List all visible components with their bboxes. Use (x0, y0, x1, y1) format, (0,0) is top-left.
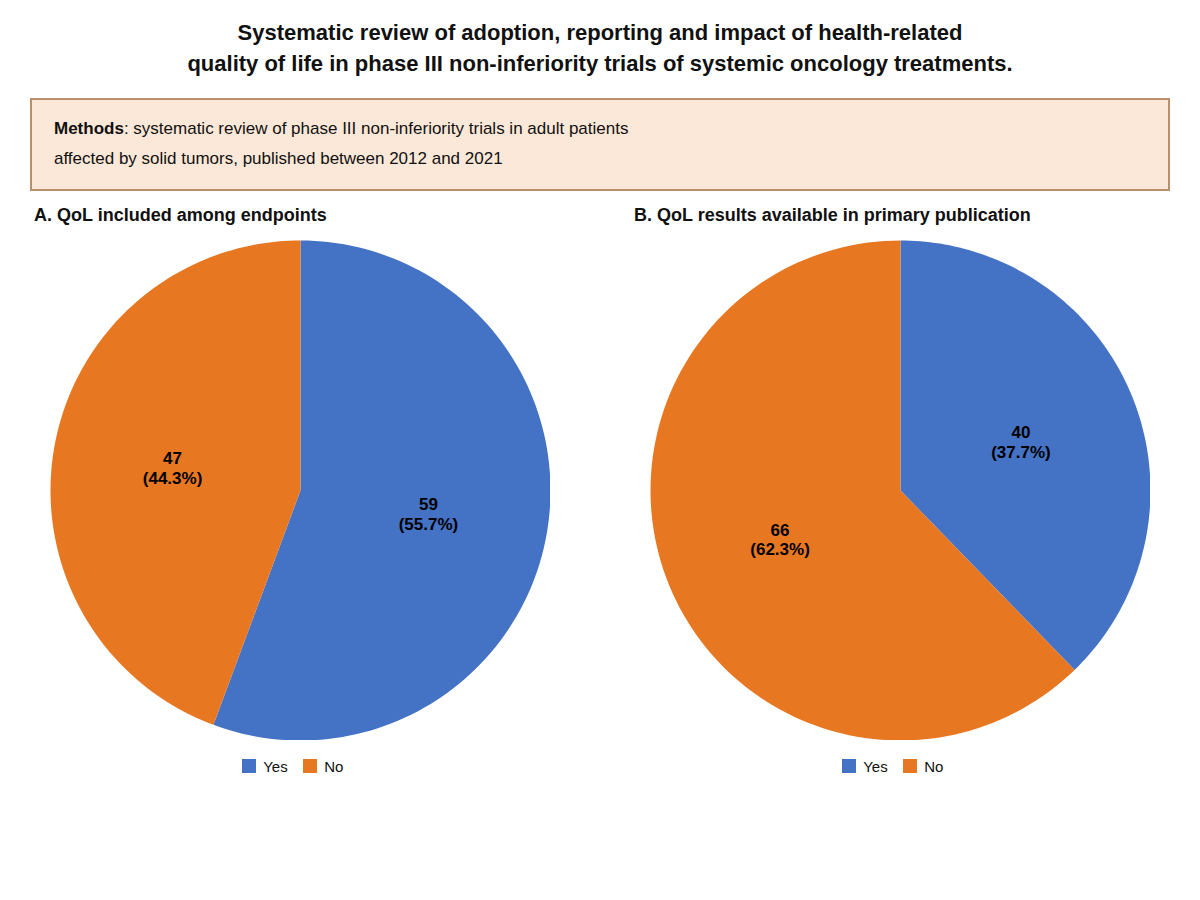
html-text:Systematic review of adoption,: Systematic review of adoption, reporting… (187, 20, 1013, 76)
svg-text:47(44.3%): 47(44.3%) (143, 449, 203, 488)
svg-text:40(37.7%): 40(37.7%) (991, 423, 1051, 462)
html-text:A. QoL included among endpoint: A. QoL included among endpoints (34, 204, 327, 225)
html-text:B. QoL results available in pr: B. QoL results available in primary publ… (634, 204, 1031, 225)
svg-text:59(55.7%): 59(55.7%) (399, 495, 459, 534)
html-text:No: No (924, 757, 944, 775)
html-text:No: No (324, 757, 344, 775)
html-text:Methods: systematic review of: Methods: systematic review of phase III … (54, 118, 629, 169)
svg-text:66(62.3%): 66(62.3%) (750, 521, 810, 560)
html-text:Yes: Yes (263, 757, 288, 775)
html-text:Yes: Yes (863, 757, 888, 775)
